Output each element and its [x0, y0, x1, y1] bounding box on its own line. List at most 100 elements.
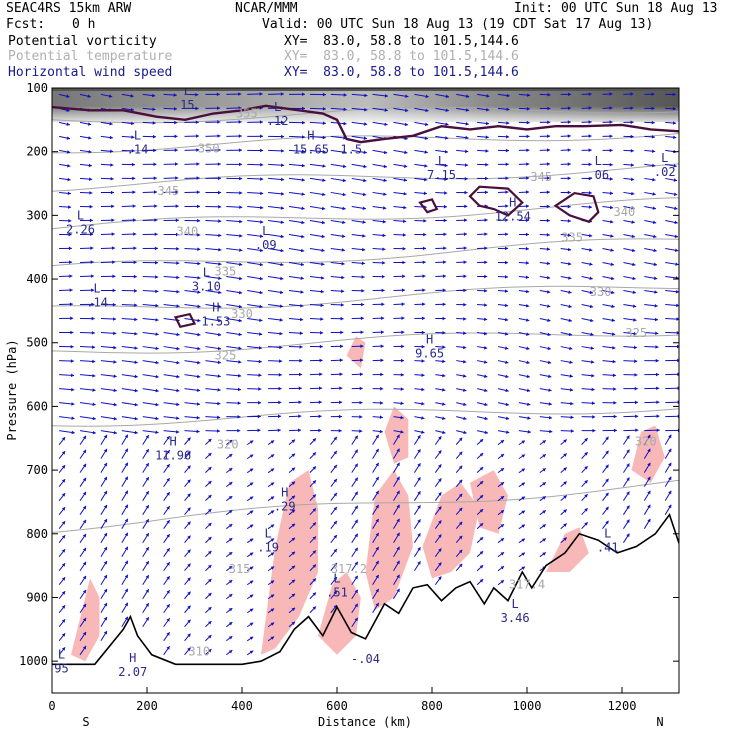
theta-label: 335 [215, 264, 237, 278]
wind-arrow [79, 519, 87, 529]
wind-arrow [456, 430, 467, 435]
wind-arrow [58, 604, 66, 614]
wind-arrow [79, 617, 87, 628]
wind-arrow [518, 107, 530, 111]
wind-arrow [456, 402, 467, 407]
wind-arrow [163, 346, 180, 351]
wind-arrow [330, 436, 338, 445]
wind-arrow [289, 135, 306, 139]
wind-arrow [226, 453, 233, 460]
wind-arrow [581, 401, 595, 405]
wind-arrow [330, 177, 347, 183]
wind-arrow [581, 205, 592, 209]
wind-arrow [623, 106, 634, 110]
wind-arrow [163, 374, 180, 379]
wind-arrow [665, 219, 678, 225]
wind-arrow [581, 373, 595, 378]
wind-arrow [59, 232, 72, 237]
theta-label: 330 [231, 307, 253, 321]
wind-arrow [267, 440, 275, 446]
wind-arrow [477, 402, 488, 407]
wind-arrow [289, 92, 305, 97]
high-low-letter: L [94, 282, 101, 296]
wind-arrow [184, 120, 199, 125]
wind-arrow [372, 163, 388, 169]
wind-arrow [372, 233, 386, 238]
wind-arrow [247, 332, 263, 336]
wind-arrow [665, 205, 678, 211]
wind-arrow [455, 535, 463, 544]
wind-arrow [644, 177, 656, 182]
wind-arrow [205, 332, 222, 337]
wind-arrow [518, 440, 526, 446]
wind-arrow [289, 358, 303, 363]
wind-arrow [226, 373, 242, 378]
wind-arrow [246, 510, 254, 516]
high-low-value: .41 [597, 541, 619, 555]
wind-arrow [121, 532, 129, 543]
wind-arrow [309, 261, 325, 266]
wind-arrow [247, 400, 262, 405]
wind-arrow [539, 346, 552, 351]
wind-arrow [205, 578, 212, 586]
wind-arrow [309, 550, 317, 558]
wind-arrow [351, 386, 363, 391]
wind-arrow [267, 538, 275, 544]
wind-arrow [434, 492, 442, 501]
wind-arrow [121, 360, 138, 365]
wind-arrow [435, 163, 448, 168]
wind-arrow [602, 359, 616, 364]
wind-arrow [393, 205, 407, 210]
wind-arrow [80, 288, 95, 293]
wind-arrow [247, 191, 264, 196]
wind-arrow [393, 490, 400, 501]
wind-arrow [414, 476, 421, 487]
high-low-value: 1.53 [201, 315, 230, 329]
wind-arrow [226, 219, 243, 224]
wind-arrow [560, 523, 568, 530]
theta-label: 315 [229, 562, 251, 576]
wind-arrow [100, 402, 117, 407]
high-low-letter: H [281, 485, 288, 499]
wind-arrow [644, 247, 657, 253]
wind-arrow [309, 536, 317, 544]
wind-arrow [393, 546, 400, 557]
wind-arrow [142, 246, 158, 251]
wind-arrow [163, 120, 178, 125]
wind-arrow [288, 495, 296, 502]
wind-arrow [59, 302, 73, 306]
wind-arrow [623, 304, 637, 308]
wind-arrow [142, 176, 157, 180]
wind-arrow [435, 260, 447, 264]
wind-arrow [163, 162, 179, 166]
wind-arrow [414, 344, 425, 349]
wind-arrow [435, 402, 446, 406]
wind-arrow [351, 163, 367, 169]
wind-arrow [581, 92, 592, 96]
wind-arrow [644, 317, 659, 322]
theta-label: 345 [158, 184, 180, 198]
field-wind-xy: XY= 83.0, 58.8 to 101.5,144.6 [284, 65, 519, 80]
wind-arrow [497, 416, 510, 421]
wind-arrow [80, 274, 94, 278]
wind-arrow [518, 162, 530, 166]
wind-arrow [100, 176, 114, 181]
wind-arrow [665, 121, 677, 125]
wind-arrow [498, 148, 509, 153]
wind-arrow [518, 510, 526, 516]
wind-arrow [226, 162, 243, 167]
field-pv-name: Potential vorticity [8, 34, 157, 49]
wind-arrow [560, 247, 572, 252]
wind-arrow [560, 360, 573, 364]
wind-arrow [393, 121, 409, 127]
wind-arrow [184, 374, 201, 379]
wind-arrow [121, 260, 137, 265]
wind-arrow [184, 563, 191, 572]
wind-arrow [518, 374, 531, 379]
wind-arrow [59, 344, 74, 349]
wind-arrow [79, 561, 87, 572]
wind-arrow [268, 163, 285, 167]
wind-arrow [330, 344, 344, 349]
wind-arrow [456, 218, 468, 223]
wind-arrow [455, 549, 463, 558]
